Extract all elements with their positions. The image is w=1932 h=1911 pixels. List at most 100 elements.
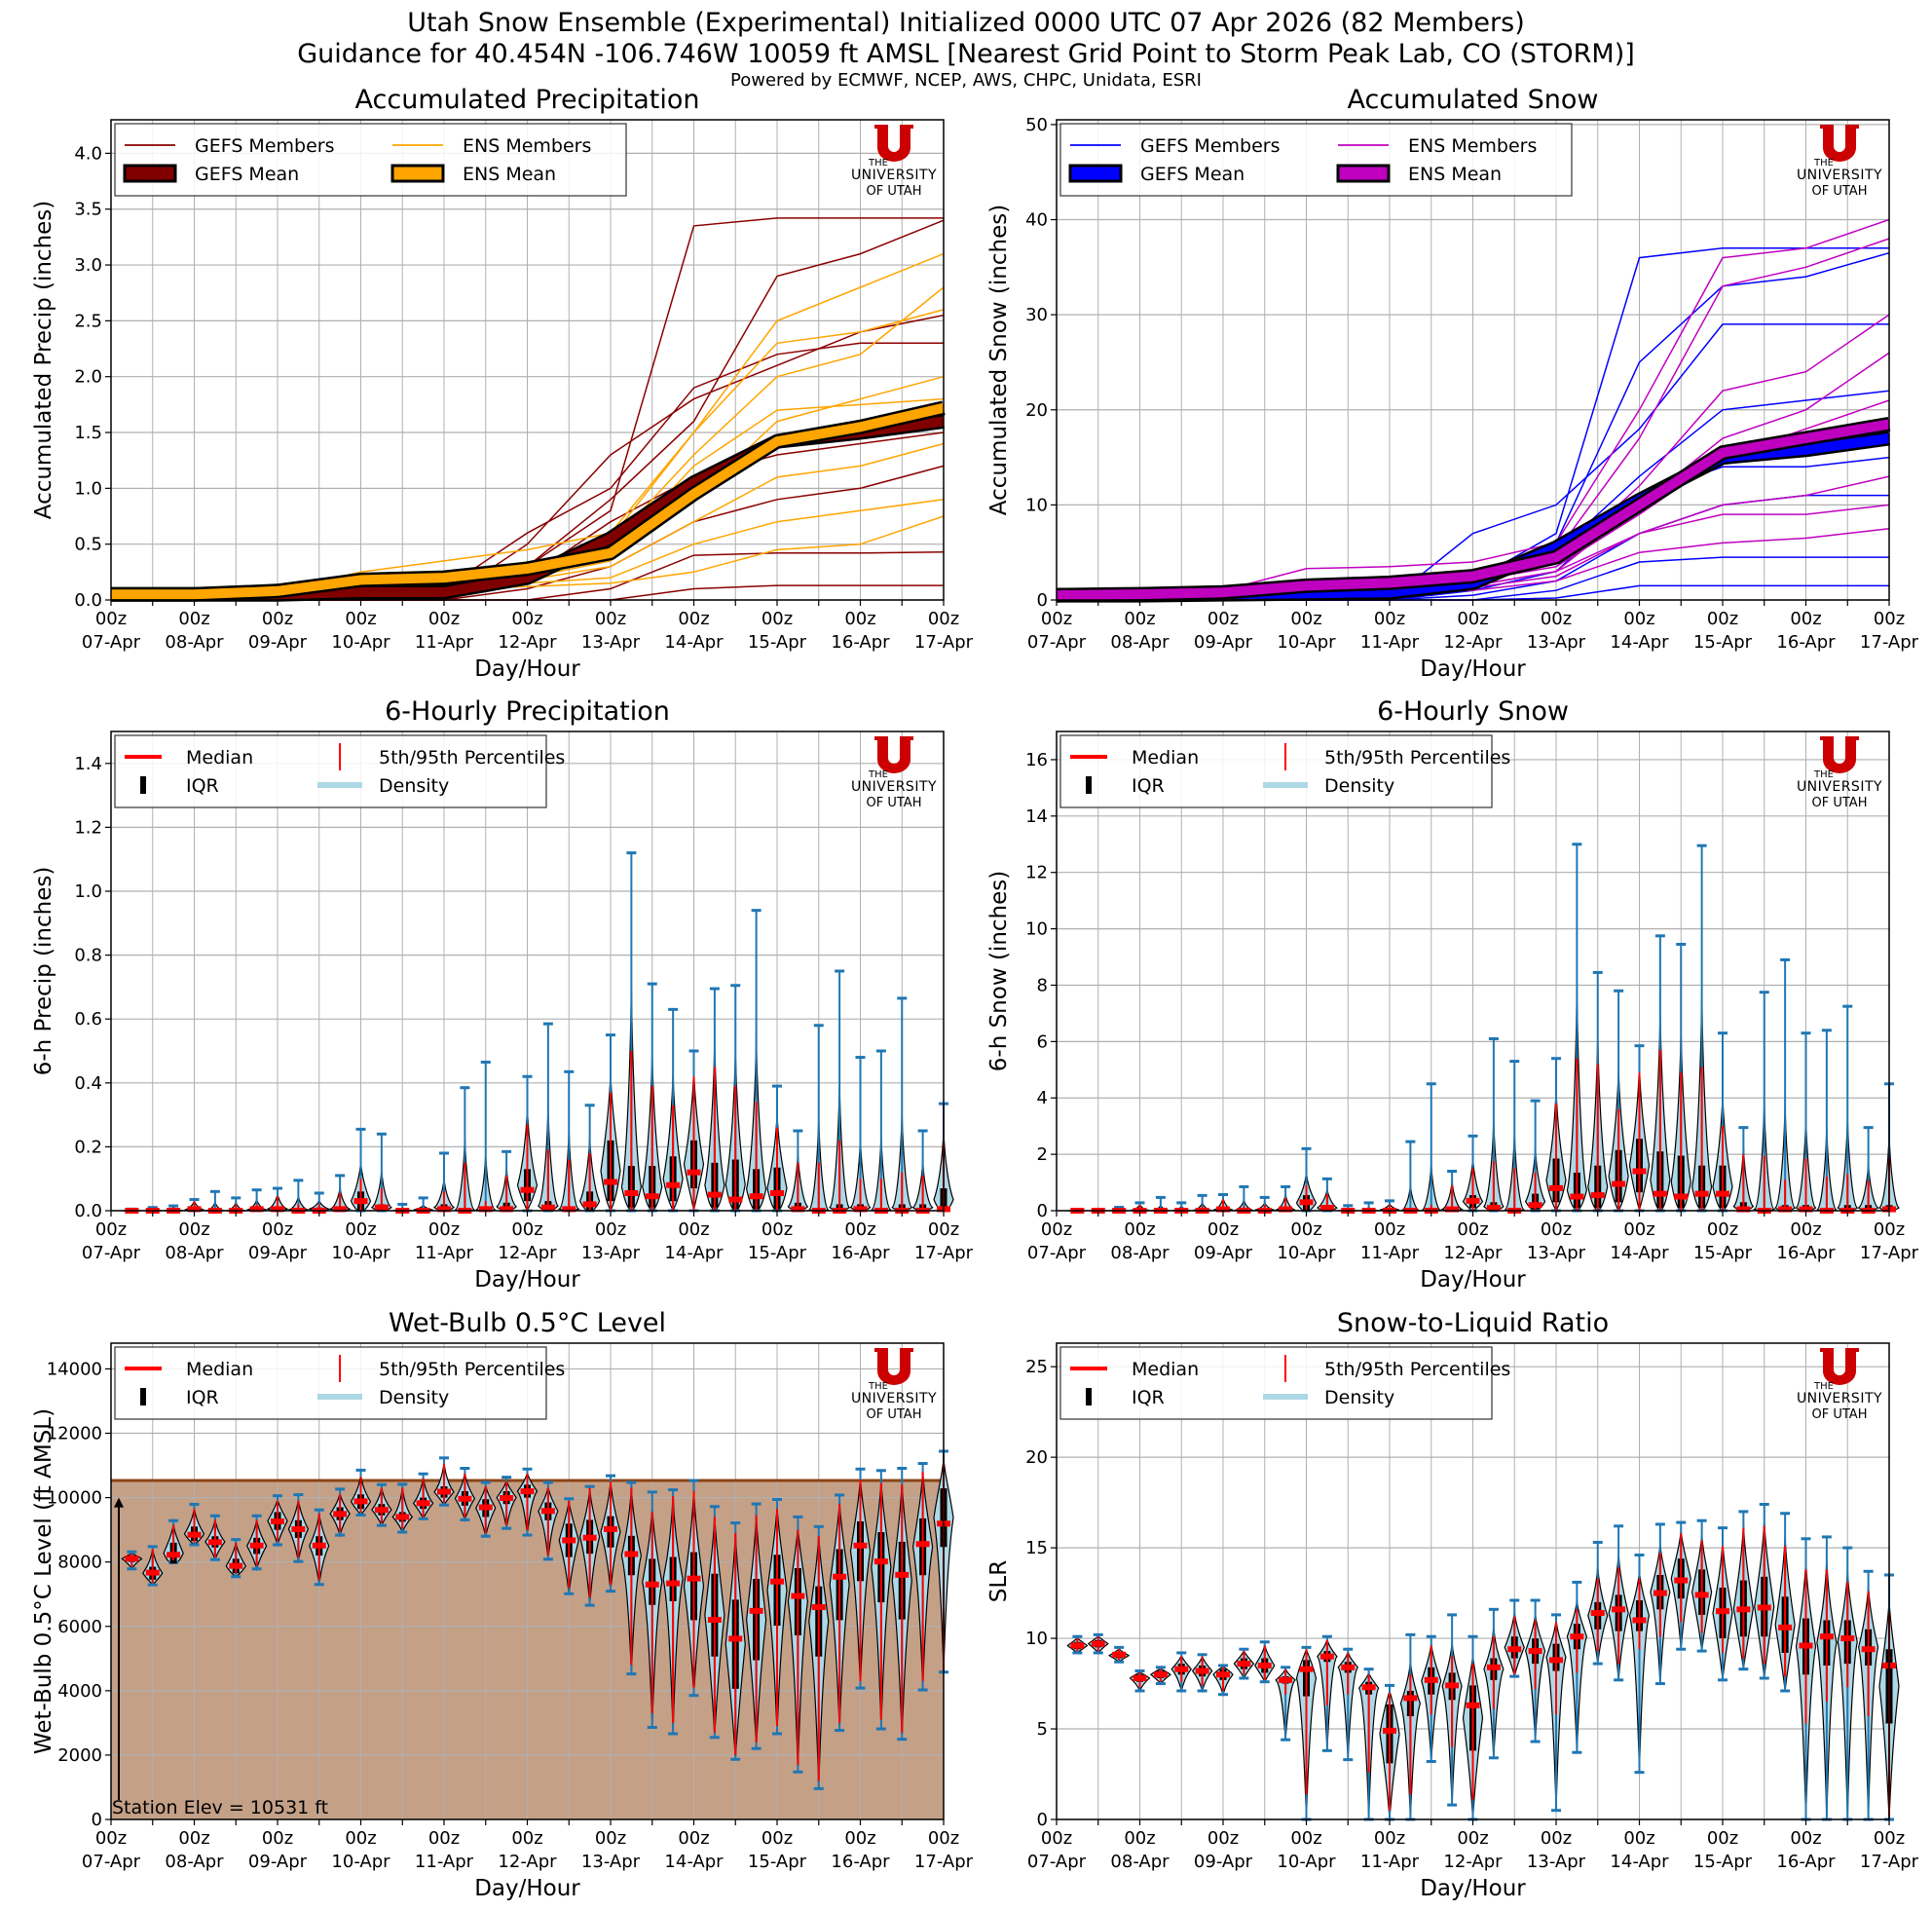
violin — [350, 1127, 372, 1213]
y-tick-label: 0 — [92, 1810, 102, 1830]
x-tick-label-hour: 00z — [95, 609, 127, 629]
median-marker — [353, 1198, 368, 1205]
median-marker — [1174, 1666, 1189, 1672]
violin — [496, 1476, 517, 1530]
violin — [1191, 1653, 1213, 1694]
median-marker — [520, 1488, 535, 1495]
block-u-icon — [874, 125, 913, 162]
legend-label: Density — [379, 1387, 449, 1408]
median-marker — [1528, 1648, 1542, 1655]
median-marker — [1778, 1624, 1793, 1630]
violin — [1087, 1632, 1109, 1655]
x-tick-label-hour: 00z — [1124, 1219, 1155, 1240]
median-marker — [1590, 1610, 1605, 1617]
x-tick-label-hour: 00z — [1041, 1219, 1072, 1240]
logo-the: THE — [868, 769, 888, 780]
median-marker — [562, 1206, 576, 1213]
y-tick-label: 1.0 — [74, 478, 102, 499]
legend-item: IQR — [1086, 1387, 1165, 1408]
x-tick-label-day: 14-Apr — [664, 1852, 724, 1872]
violin — [350, 1468, 372, 1518]
x-tick-label-hour: 00z — [1290, 1219, 1321, 1240]
legend-label: IQR — [1132, 1387, 1165, 1408]
y-tick-label: 3.0 — [74, 255, 102, 276]
x-tick-label-day: 10-Apr — [331, 632, 390, 653]
violin — [163, 1518, 184, 1564]
logo-university: UNIVERSITY — [851, 168, 937, 183]
median-marker — [707, 1616, 722, 1623]
median-marker — [249, 1206, 264, 1213]
x-axis-label: Day/Hour — [1420, 1267, 1526, 1293]
legend-label: Median — [1132, 747, 1199, 768]
violin — [1587, 970, 1609, 1213]
y-tick-label: 1.4 — [74, 754, 102, 774]
x-tick-label-day: 10-Apr — [1277, 1852, 1336, 1872]
x-tick-label-hour: 00z — [511, 1219, 542, 1240]
x-tick-label-day: 08-Apr — [1110, 1852, 1170, 1872]
median-marker — [1840, 1635, 1855, 1642]
y-tick-label: 10 — [1025, 919, 1048, 940]
median-marker — [1112, 1651, 1127, 1658]
y-tick-label: 8000 — [57, 1553, 102, 1573]
violin — [225, 1538, 246, 1579]
violin — [391, 1482, 414, 1534]
x-tick-label-day: 11-Apr — [415, 632, 474, 653]
median-marker — [125, 1555, 139, 1562]
violin — [746, 1502, 767, 1750]
violin — [1545, 1613, 1567, 1813]
legend-label: GEFS Mean — [195, 164, 299, 185]
x-tick-label-hour: 00z — [428, 1219, 460, 1240]
median-marker — [624, 1551, 639, 1557]
x-tick-label-day: 13-Apr — [1527, 632, 1586, 653]
x-tick-label-day: 07-Apr — [82, 632, 141, 653]
wet-bulb-level-panel: Station Elev = 10531 ft 00z 07-Apr 00z 08-Ap… — [31, 1308, 974, 1901]
violin — [1608, 989, 1629, 1213]
violin — [766, 1498, 788, 1736]
violin — [1628, 1554, 1651, 1775]
x-tick-label-hour: 00z — [762, 609, 793, 629]
x-tick-label-day: 14-Apr — [1610, 1852, 1669, 1872]
x-tick-label-day: 16-Apr — [831, 1243, 890, 1263]
violin — [787, 1129, 809, 1213]
legend-label: GEFS Members — [195, 135, 334, 157]
x-tick-label-hour: 00z — [1707, 609, 1738, 629]
violin — [558, 1497, 579, 1595]
legend-box — [1059, 1346, 1493, 1420]
violin — [557, 1069, 580, 1213]
x-tick-label-hour: 00z — [1124, 609, 1155, 629]
x-tick-label-hour: 00z — [678, 1828, 709, 1849]
six-hourly-precip-panel: 00z 07-Apr 00z 08-Apr 00z 09-Apr 00z 10-Apr 00z 1… — [31, 696, 974, 1293]
legend-label: 5th/95th Percentiles — [379, 1359, 565, 1380]
y-tick-label: 40 — [1025, 210, 1048, 231]
y-tick-label: 50 — [1025, 115, 1048, 135]
x-tick-label-day: 17-Apr — [914, 1852, 974, 1872]
x-tick-label-day: 13-Apr — [581, 632, 641, 653]
y-tick-label: 12000 — [47, 1424, 102, 1444]
violin — [600, 1474, 621, 1593]
legend-thick-line-icon — [390, 164, 445, 183]
x-tick-label-hour: 00z — [428, 1828, 460, 1849]
median-marker — [645, 1193, 659, 1200]
violin — [1670, 1520, 1691, 1651]
x-tick-label-hour: 00z — [762, 1828, 793, 1849]
x-tick-label-hour: 00z — [1790, 1828, 1821, 1849]
violin — [1254, 1640, 1276, 1684]
y-tick-label: 5 — [1037, 1719, 1048, 1740]
legend-item: 5th/95th Percentiles — [339, 743, 565, 770]
y-tick-label: 0 — [1037, 590, 1048, 611]
median-marker — [1736, 1606, 1751, 1613]
y-tick-label: 0 — [1037, 1201, 1048, 1221]
y-tick-label: 4000 — [57, 1681, 102, 1702]
violin — [871, 1469, 892, 1731]
median-marker — [271, 1206, 284, 1213]
median-marker — [1716, 1190, 1729, 1197]
x-tick-label-day: 17-Apr — [1860, 632, 1919, 653]
x-tick-label-day: 12-Apr — [1443, 632, 1503, 653]
median-marker — [500, 1494, 514, 1501]
median-marker — [915, 1541, 930, 1548]
y-tick-label: 0.0 — [74, 590, 102, 611]
violin — [829, 1493, 850, 1733]
